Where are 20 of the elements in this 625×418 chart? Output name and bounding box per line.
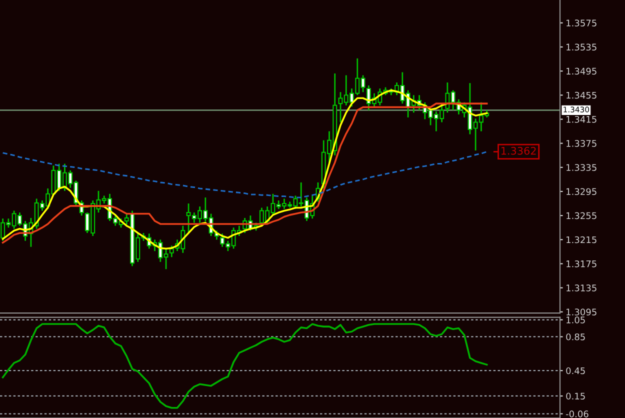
line-series: [2, 323, 488, 409]
y-tick-label: 1.3535: [566, 44, 596, 51]
y-tick-label: 1.3375: [566, 140, 596, 147]
y-tick-label: 0.45: [566, 367, 585, 374]
y-tick-label: 1.3455: [566, 92, 596, 99]
text: 1.3362: [501, 146, 536, 155]
y-tick-label: -0.06: [566, 410, 588, 418]
y-tick-label: 1.3255: [566, 212, 596, 220]
y-tick-label: 1.3415: [566, 116, 596, 123]
y-tick-label: 1.3335: [566, 164, 596, 171]
y-tick-label: 0.85: [566, 333, 585, 340]
y-tick-label: 1.05: [566, 316, 585, 324]
y-tick-label: 1.3495: [566, 68, 596, 75]
y-tick-label: 0.15: [566, 392, 585, 400]
y-tick-label: 1.3175: [566, 260, 596, 268]
y-tick-label: 1.3295: [566, 188, 596, 196]
y-tick-label: 1.3095: [566, 308, 596, 316]
y-tick-label: 1.3575: [566, 20, 596, 26]
y-tick-label: 1.3215: [566, 236, 596, 244]
y-tick-label: 1.3135: [566, 284, 596, 292]
